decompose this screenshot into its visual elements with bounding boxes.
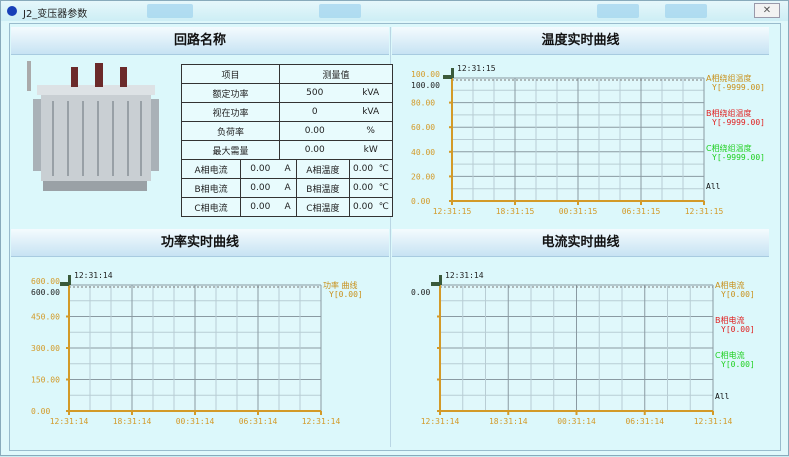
legend-value: Y[0.00]: [721, 290, 755, 299]
table-row: 视在功率 0 kVA: [181, 102, 393, 122]
x-tick-label: 12:31:14: [421, 417, 460, 426]
panel-header-circuit: 回路名称: [11, 27, 389, 55]
panel-header-current: 电流实时曲线: [392, 229, 769, 257]
transformer-image: [27, 61, 159, 191]
legend-value: Y[-9999.00]: [712, 83, 765, 92]
x-tick-label: 00:31:15: [559, 207, 598, 216]
cursor-marker: [60, 282, 69, 286]
phase-row: A相电流 0.00 A A相温度 0.00 ℃: [180, 159, 393, 179]
cursor-time: 12:31:14: [445, 271, 484, 280]
y-tick-label: 0.00: [411, 197, 430, 206]
cursor-value: 100.00: [411, 81, 440, 90]
table-row: 最大需量 0.00 kW: [181, 140, 393, 160]
y-tick-label: 80.00: [411, 99, 435, 108]
cursor-marker: [439, 275, 442, 285]
legend-all-button[interactable]: All: [715, 392, 730, 401]
cursor-value: 600.00: [31, 288, 60, 297]
x-tick-label: 06:31:14: [625, 417, 664, 426]
legend-name: A相绕组温度: [706, 73, 751, 83]
x-tick-label: 18:31:15: [496, 207, 535, 216]
x-tick-label: 18:31:14: [113, 417, 152, 426]
y-tick-label: 150.00: [31, 376, 60, 385]
legend-value: Y[0.00]: [721, 325, 755, 334]
temp-value: 0.00 ℃: [349, 197, 393, 217]
legend-name: B相电流: [715, 315, 745, 325]
y-tick-label: 300.00: [31, 344, 60, 353]
window-title: J2_变压器参数: [23, 9, 88, 20]
x-tick-label: 00:31:14: [176, 417, 215, 426]
legend-value: Y[0.00]: [721, 360, 755, 369]
current-label: C相电流: [180, 197, 242, 217]
legend-value: Y[-9999.00]: [712, 153, 765, 162]
legend-name: A相电流: [715, 280, 744, 290]
cursor-marker: [443, 75, 452, 79]
y-tick-label: 0.00: [31, 407, 50, 416]
cursor-time: 12:31:14: [74, 271, 113, 280]
background-button: [597, 4, 639, 18]
cursor-value: 0.00: [411, 288, 430, 297]
y-tick-label: 100.00: [411, 70, 440, 79]
x-tick-label: 12:31:14: [694, 417, 733, 426]
title-bar: J2_变压器参数 ✕: [1, 1, 788, 21]
cursor-marker: [431, 282, 440, 286]
background-button: [147, 4, 193, 18]
panel-header-temperature: 温度实时曲线: [392, 27, 769, 55]
phase-row: C相电流 0.00 A C相温度 0.00 ℃: [180, 197, 393, 217]
x-tick-label: 12:31:15: [433, 207, 472, 216]
cursor-marker: [68, 275, 71, 285]
app-icon: [7, 6, 17, 16]
temp-label: C相温度: [295, 197, 351, 217]
legend-name: C相电流: [715, 350, 745, 360]
cursor-marker: [451, 68, 454, 78]
y-tick-label: 40.00: [411, 148, 435, 157]
x-tick-label: 12:31:15: [685, 207, 724, 216]
legend-name: 功率 曲线: [323, 280, 358, 290]
parameter-table: 项目 测量值 额定功率 500 kVA 视在功率 0 kVA 负荷率 0.00% 最大需量 0.00…: [180, 64, 393, 217]
background-button: [319, 4, 361, 18]
y-tick-label: 60.00: [411, 123, 435, 132]
cursor-time: 12:31:15: [457, 64, 496, 73]
x-tick-label: 12:31:14: [50, 417, 89, 426]
divider: [390, 27, 391, 447]
legend-all-button[interactable]: All: [706, 182, 721, 191]
close-icon[interactable]: ✕: [754, 3, 780, 18]
y-tick-label: 600.00: [31, 277, 60, 286]
legend-name: B相绕组温度: [706, 108, 752, 118]
x-tick-label: 06:31:14: [239, 417, 278, 426]
current-value: 0.00: [240, 197, 280, 217]
legend-value: Y[-9999.00]: [712, 118, 765, 127]
x-tick-label: 18:31:14: [489, 417, 528, 426]
x-tick-label: 00:31:14: [557, 417, 596, 426]
y-tick-label: 450.00: [31, 313, 60, 322]
y-tick-label: 20.00: [411, 172, 435, 181]
x-tick-label: 12:31:14: [302, 417, 341, 426]
background-button: [665, 4, 707, 18]
panel-header-power: 功率实时曲线: [11, 229, 389, 257]
legend-name: C相绕组温度: [706, 143, 752, 153]
legend-value: Y[0.00]: [329, 290, 363, 299]
x-tick-label: 06:31:15: [622, 207, 661, 216]
table-row: 负荷率 0.00%: [181, 121, 393, 141]
